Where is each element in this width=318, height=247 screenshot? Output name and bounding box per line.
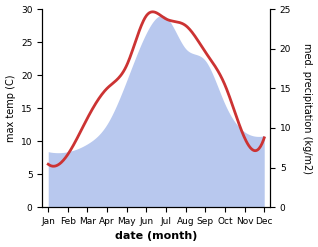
- Y-axis label: max temp (C): max temp (C): [5, 74, 16, 142]
- Y-axis label: med. precipitation (kg/m2): med. precipitation (kg/m2): [302, 43, 313, 174]
- X-axis label: date (month): date (month): [115, 231, 197, 242]
